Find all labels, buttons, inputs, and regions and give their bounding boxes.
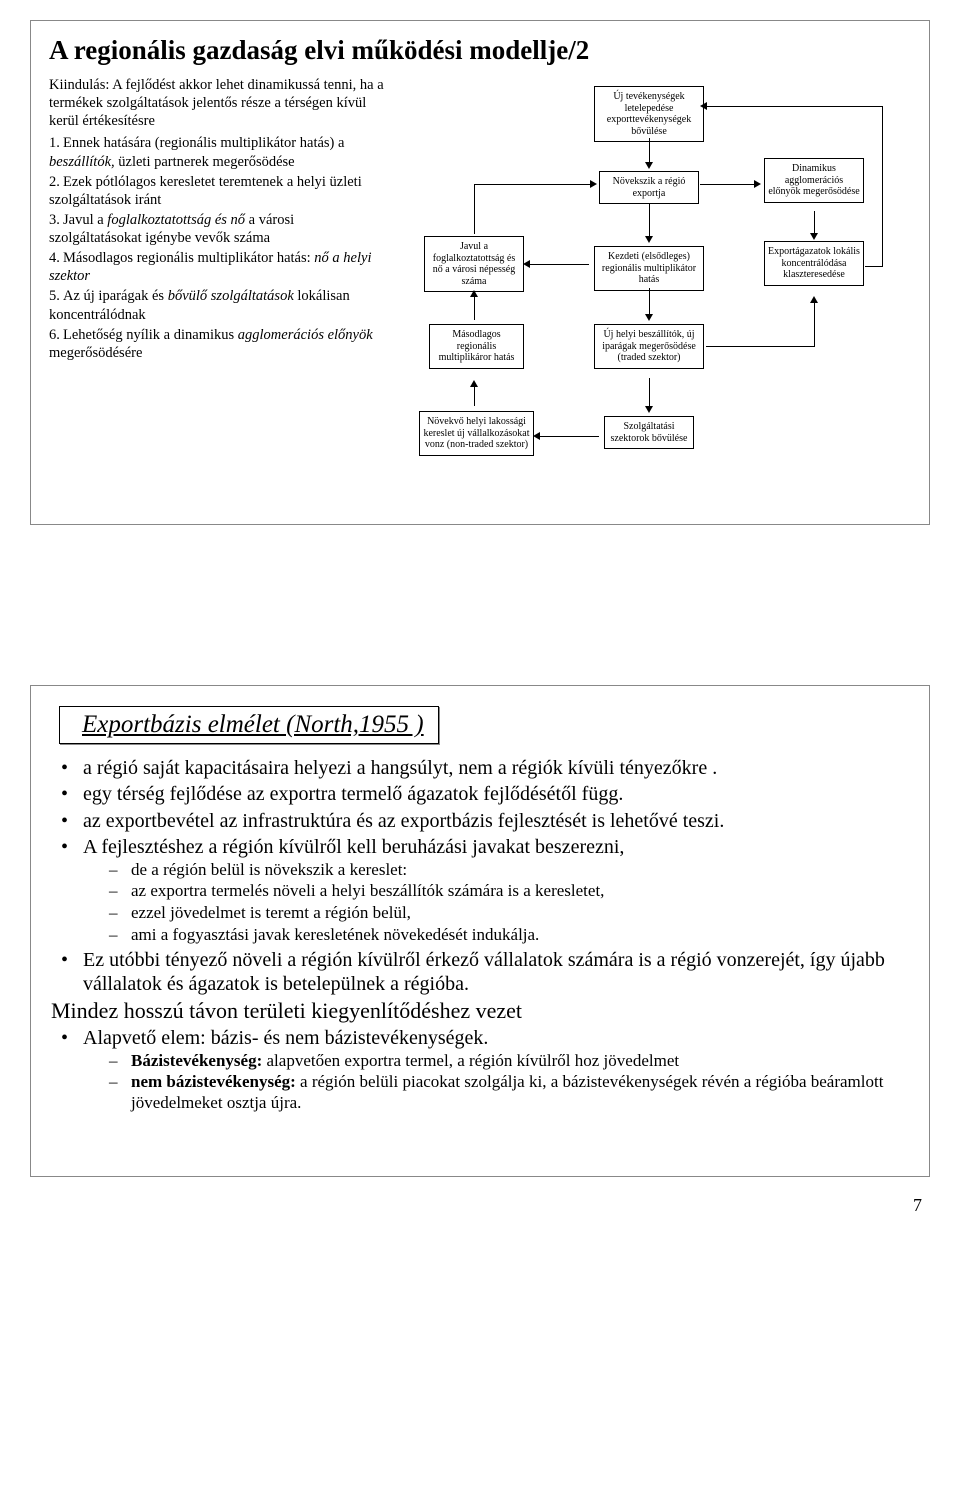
arrow bbox=[814, 211, 815, 235]
t: Másodlagos regionális multiplikátor hatá… bbox=[63, 250, 314, 266]
bullet: az exportbevétel az infrastruktúra és az… bbox=[59, 809, 911, 833]
box-dinamikus: Dinamikus agglomerációs előnyök megerősö… bbox=[764, 158, 864, 203]
arrow bbox=[882, 106, 883, 266]
flowchart: Új tevékenységek letelepedése exporttevé… bbox=[404, 76, 904, 506]
n: 1. bbox=[49, 134, 63, 152]
arrow bbox=[865, 266, 883, 267]
t: Javul a bbox=[63, 212, 107, 228]
n: 6. bbox=[49, 326, 63, 344]
sub-item: Bázistevékenység: alapvetően exportra te… bbox=[109, 1051, 911, 1072]
em: agglomerációs előnyök bbox=[238, 327, 373, 343]
t: Az új iparágak és bbox=[63, 288, 168, 304]
t: Alapvető elem: bázis- és nem bázistevéke… bbox=[83, 1027, 488, 1049]
box-novekszik-export: Növekszik a régió exportja bbox=[599, 171, 699, 204]
arrow bbox=[474, 184, 475, 234]
arrowhead-down-icon bbox=[645, 406, 653, 413]
sub-item: ami a fogyasztási javak keresletének növ… bbox=[109, 925, 911, 946]
box-szolgaltatasi: Szolgáltatási szektorok bővülése bbox=[604, 416, 694, 449]
arrow bbox=[814, 302, 815, 347]
n: 2. bbox=[49, 173, 63, 191]
arrowhead-left-icon bbox=[533, 432, 540, 440]
arrow bbox=[539, 436, 599, 437]
bullet: Ez utóbbi tényező növeli a régión kívülr… bbox=[59, 948, 911, 997]
t: Ennek hatására (regionális multiplikátor… bbox=[63, 135, 344, 151]
arrowhead-up-icon bbox=[810, 296, 818, 303]
r: alapvetően exportra termel, a régión kív… bbox=[262, 1051, 679, 1070]
arrowhead-down-icon bbox=[645, 314, 653, 321]
box-kezdeti: Kezdeti (elsődleges) regionális multipli… bbox=[594, 246, 704, 291]
box-uj-tevekenysegek: Új tevékenységek letelepedése exporttevé… bbox=[594, 86, 704, 142]
slide2-titlebox: Exportbázis elmélet (North,1955 ) bbox=[59, 706, 439, 744]
n: 4. bbox=[49, 249, 63, 267]
arrowhead-down-icon bbox=[810, 233, 818, 240]
page-number: 7 bbox=[30, 1177, 930, 1216]
box-javul: Javul a foglalkoztatottság és nő a város… bbox=[424, 236, 524, 292]
arrowhead-up-icon bbox=[470, 290, 478, 297]
t: Lehetőség nyílik a dinamikus bbox=[63, 327, 238, 343]
bullet: egy térség fejlődése az exportra termelő… bbox=[59, 782, 911, 806]
arrowhead-right-icon bbox=[754, 180, 761, 188]
n: 5. bbox=[49, 287, 63, 305]
arrow bbox=[529, 264, 589, 265]
slide1-columns: Kiindulás: A fejlődést akkor lehet dinam… bbox=[49, 76, 911, 506]
em: foglalkoztatottság és nő bbox=[107, 212, 245, 228]
slide1-intro: Kiindulás: A fejlődést akkor lehet dinam… bbox=[49, 76, 384, 130]
arrow bbox=[706, 106, 883, 107]
em: beszállítók, bbox=[49, 154, 115, 170]
bullet: a régió saját kapacitásaira helyezi a ha… bbox=[59, 756, 911, 780]
b: nem bázistevékenység: bbox=[131, 1072, 296, 1091]
b: Bázistevékenység: bbox=[131, 1051, 262, 1070]
em: bővülő szolgáltatások bbox=[168, 288, 294, 304]
bullet: A fejlesztéshez a régión kívülről kell b… bbox=[59, 835, 911, 945]
t: A fejlesztéshez a régión kívülről kell b… bbox=[83, 836, 624, 858]
box-uj-helyi: Új helyi beszállítók, új iparágak megerő… bbox=[594, 324, 704, 369]
slide1-item-2: 2.Ezek pótlólagos keresletet teremtenek … bbox=[49, 173, 384, 209]
arrow bbox=[474, 296, 475, 320]
slide1-item-6: 6.Lehetőség nyílik a dinamikus agglomerá… bbox=[49, 326, 384, 362]
slide2-bullets: a régió saját kapacitásaira helyezi a ha… bbox=[49, 756, 911, 996]
arrow bbox=[649, 204, 650, 238]
slide1-item-5: 5.Az új iparágak és bővülő szolgáltatáso… bbox=[49, 287, 384, 323]
bullet: Alapvető elem: bázis- és nem bázistevéke… bbox=[59, 1026, 911, 1114]
slide2-freeline: Mindez hosszú távon területi kiegyenlítő… bbox=[51, 998, 911, 1024]
sub-list: de a régión belül is növekszik a keresle… bbox=[83, 860, 911, 946]
sub-item: ezzel jövedelmet is teremt a régión belü… bbox=[109, 903, 911, 924]
slide-1: A regionális gazdaság elvi működési mode… bbox=[30, 20, 930, 525]
arrow bbox=[649, 288, 650, 316]
sub-item: nem bázistevékenység: a régión belüli pi… bbox=[109, 1072, 911, 1113]
sub-list-2: Bázistevékenység: alapvetően exportra te… bbox=[83, 1051, 911, 1114]
arrow bbox=[649, 138, 650, 164]
sub-item: az exportra termelés növeli a helyi besz… bbox=[109, 881, 911, 902]
arrowhead-right-icon bbox=[590, 180, 597, 188]
arrowhead-down-icon bbox=[645, 162, 653, 169]
slide1-text-column: Kiindulás: A fejlődést akkor lehet dinam… bbox=[49, 76, 384, 506]
slide1-title: A regionális gazdaság elvi működési mode… bbox=[49, 35, 911, 66]
slide1-item-3: 3.Javul a foglalkoztatottság és nő a vár… bbox=[49, 211, 384, 247]
arrowhead-up-icon bbox=[470, 380, 478, 387]
box-masodlagos: Másodlagos regionális multiplikáror hatá… bbox=[429, 324, 524, 369]
arrowhead-left-icon bbox=[523, 260, 530, 268]
t: Ezek pótlólagos keresletet teremtenek a … bbox=[49, 174, 362, 208]
arrowhead-down-icon bbox=[645, 236, 653, 243]
slide-2: Exportbázis elmélet (North,1955 ) a régi… bbox=[30, 685, 930, 1177]
slide2-bullets-2: Alapvető elem: bázis- és nem bázistevéke… bbox=[49, 1026, 911, 1114]
arrow bbox=[474, 386, 475, 406]
slide1-item-4: 4.Másodlagos regionális multiplikátor ha… bbox=[49, 249, 384, 285]
t2: megerősödésére bbox=[49, 345, 142, 361]
arrow bbox=[700, 184, 756, 185]
arrow bbox=[649, 378, 650, 408]
box-exportagazatok: Exportágazatok lokális koncentrálódása k… bbox=[764, 241, 864, 286]
n: 3. bbox=[49, 211, 63, 229]
arrow bbox=[474, 184, 592, 185]
sub-item: de a régión belül is növekszik a keresle… bbox=[109, 860, 911, 881]
slide1-item-1: 1.Ennek hatására (regionális multiplikát… bbox=[49, 134, 384, 170]
box-novekvo-helyi: Növekvő helyi lakossági kereslet új váll… bbox=[419, 411, 534, 456]
slide1-list: 1.Ennek hatására (regionális multiplikát… bbox=[49, 134, 384, 362]
arrowhead-left-icon bbox=[700, 102, 707, 110]
t2: üzleti partnerek megerősödése bbox=[115, 154, 295, 170]
arrow bbox=[706, 346, 814, 347]
slide2-title: Exportbázis elmélet (North,1955 ) bbox=[82, 711, 424, 738]
